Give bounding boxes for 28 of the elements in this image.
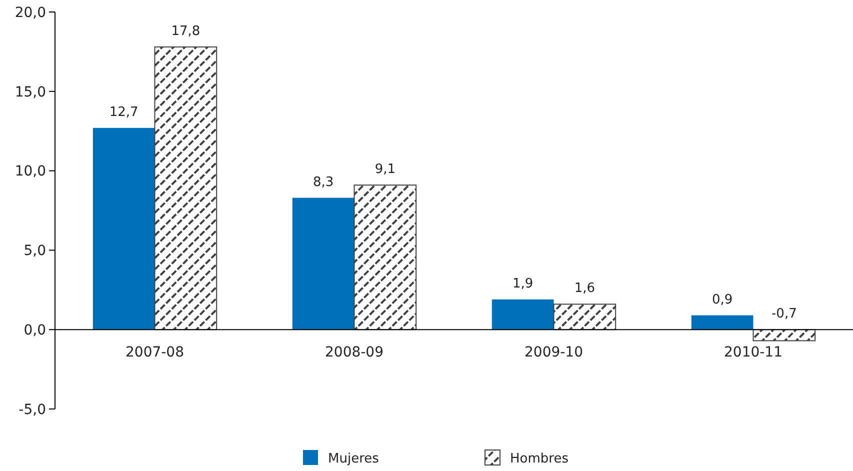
bar [752, 329, 816, 342]
bar [691, 315, 754, 330]
legend-label: Hombres [510, 452, 569, 467]
y-tick-label: 20,0 [14, 4, 46, 21]
data-label: 1,9 [512, 276, 534, 292]
data-label: 8,3 [312, 174, 334, 190]
y-tick-label: -5,0 [18, 402, 46, 418]
data-label: 1,6 [574, 281, 596, 296]
bar [492, 299, 554, 330]
bar [354, 184, 417, 330]
legend-label: Mujeres [328, 452, 380, 467]
bar [92, 128, 155, 330]
x-tick-label: 2009-10 [524, 344, 583, 361]
bar [292, 198, 354, 330]
x-tick-label: 2010-11 [724, 344, 782, 361]
y-tick-label: 15,0 [14, 84, 46, 100]
data-label: 12,7 [109, 104, 138, 120]
y-tick-label: 0,0 [24, 322, 46, 338]
bar [154, 46, 218, 330]
y-tick-label: 5,0 [24, 243, 46, 260]
y-tick-label: 10,0 [14, 164, 46, 180]
data-label: 17,8 [171, 24, 200, 39]
x-tick-label: 2007-08 [126, 344, 184, 361]
bar [553, 304, 616, 330]
data-label: 9,1 [374, 162, 396, 178]
x-tick-label: 2008-09 [325, 344, 384, 361]
data-label: -0,7 [771, 306, 797, 322]
data-label: 0,9 [712, 292, 733, 308]
